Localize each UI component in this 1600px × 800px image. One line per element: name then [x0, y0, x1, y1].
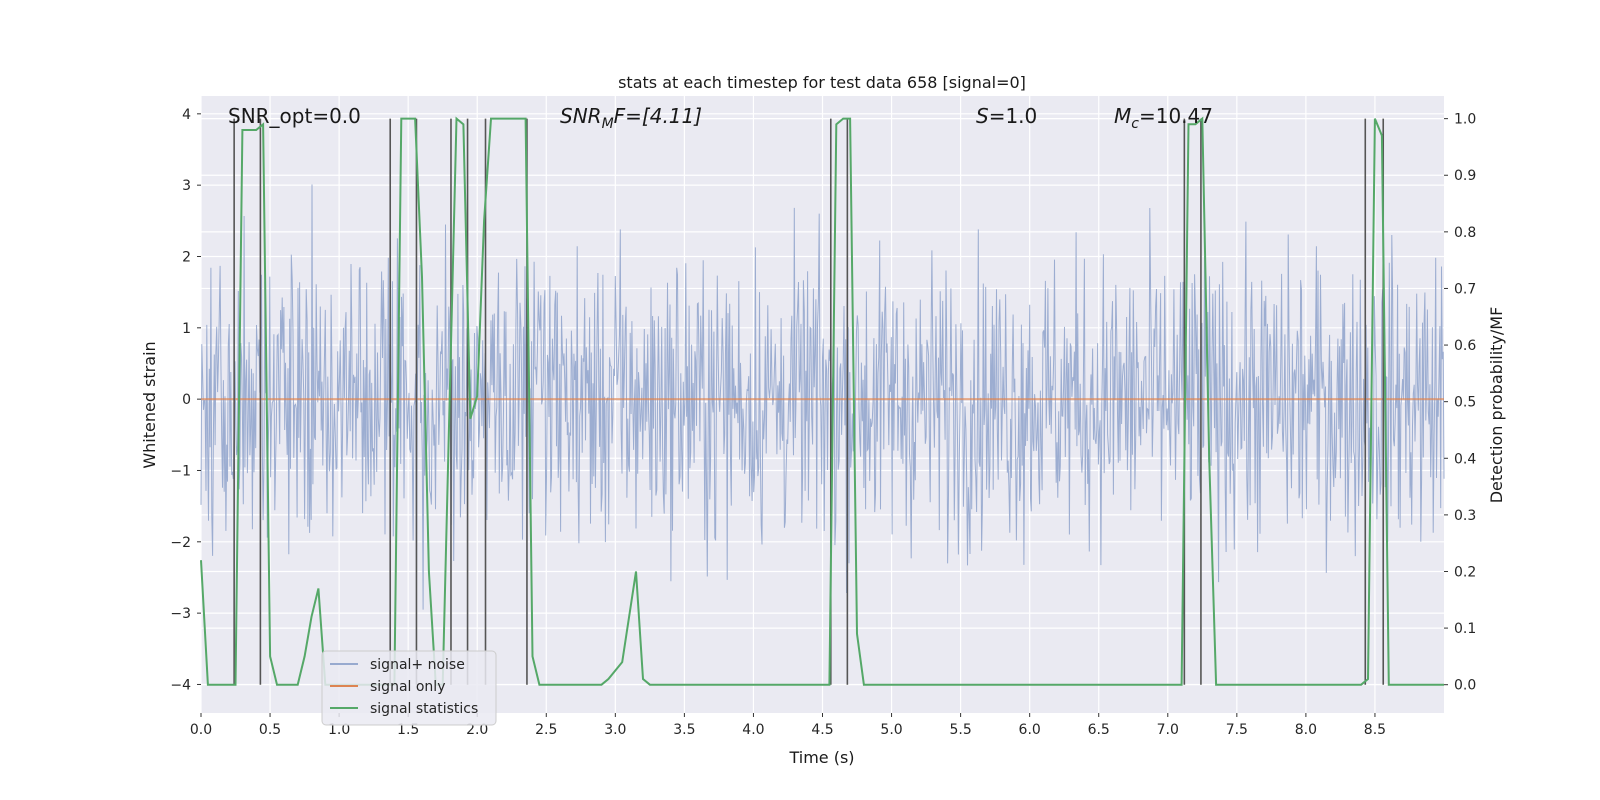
y-tick-label: 1 — [182, 321, 191, 337]
y2-axis-ticks: 1.0 0.9 0.8 0.7 0.6 0.5 0.4 0.3 0.2 0.1 0.0 — [1444, 112, 1476, 694]
x-tick-label: 7.0 — [1157, 722, 1179, 738]
x-tick-label: 3.0 — [604, 722, 626, 738]
x-tick-label: 4.5 — [811, 722, 833, 738]
x-tick-label: 2.5 — [535, 722, 557, 738]
legend-label-signal-statistics: signal statistics — [370, 701, 478, 717]
y2-tick-label: 0.7 — [1454, 281, 1476, 297]
legend-label-signal-noise: signal+ noise — [370, 657, 465, 673]
y2-tick-label: 0.4 — [1454, 451, 1476, 467]
noise-trace — [200, 184, 1445, 610]
y-tick-label: 3 — [182, 178, 191, 194]
x-tick-label: 0.0 — [190, 722, 212, 738]
x-tick-label: 2.0 — [466, 722, 488, 738]
x-tick-label: 1.5 — [397, 722, 419, 738]
y2-tick-label: 0.8 — [1454, 225, 1476, 241]
y2-tick-label: 1.0 — [1454, 112, 1476, 128]
x-axis-label: Time (s) — [788, 748, 854, 767]
y-tick-label: 0 — [182, 392, 191, 408]
chart-title: stats at each timestep for test data 658… — [618, 73, 1026, 92]
x-tick-label: 0.5 — [259, 722, 281, 738]
y2-tick-label: 0.5 — [1454, 395, 1476, 411]
annotation-snr-mf: SNRMF=[4.11] — [560, 104, 702, 132]
y2-tick-label: 0.3 — [1454, 508, 1476, 524]
series-signal-noise — [200, 184, 1445, 610]
x-axis-ticks: 0.0 0.5 1.0 1.5 2.0 2.5 3.0 3.5 4.0 4.5 5.0 5.5 6.0 6… — [190, 713, 1386, 738]
y2-tick-label: 0.9 — [1454, 168, 1476, 184]
x-tick-label: 1.0 — [328, 722, 350, 738]
x-tick-label: 5.0 — [880, 722, 902, 738]
y2-tick-label: 0.2 — [1454, 564, 1476, 580]
series-signal-statistics — [200, 116, 1444, 686]
x-tick-label: 7.5 — [1226, 722, 1248, 738]
x-tick-label: 8.5 — [1364, 722, 1386, 738]
y2-tick-label: 0.6 — [1454, 338, 1476, 354]
y-tick-label: −3 — [170, 606, 191, 622]
annotation-s: S=1.0 — [976, 104, 1037, 128]
x-tick-label: 3.5 — [673, 722, 695, 738]
legend-label-signal-only: signal only — [370, 679, 445, 695]
x-tick-label: 4.0 — [742, 722, 764, 738]
x-tick-label: 6.5 — [1088, 722, 1110, 738]
signal-statistics-line — [200, 116, 1444, 686]
x-tick-label: 6.0 — [1019, 722, 1041, 738]
annotation-mc: Mc=10.47 — [1114, 104, 1213, 132]
annotation-snr-opt: SNR_opt=0.0 — [228, 104, 361, 128]
y2-tick-label: 0.1 — [1454, 621, 1476, 637]
x-tick-label: 5.5 — [949, 722, 971, 738]
y2-axis-label: Detection probability/MF — [1487, 307, 1506, 504]
y2-tick-label: 0.0 — [1454, 678, 1476, 694]
legend-box — [321, 650, 497, 726]
y-tick-label: −1 — [170, 463, 191, 479]
y-tick-label: −4 — [170, 677, 191, 693]
y-tick-label: −2 — [170, 535, 191, 551]
x-tick-label: 8.0 — [1295, 722, 1317, 738]
legend: signal+ noise signal only signal statist… — [321, 650, 497, 726]
y-tick-label: 4 — [182, 107, 191, 123]
y-axis-ticks: 4 3 2 1 0 −1 −2 −3 −4 — [170, 107, 201, 693]
y-axis-label: Whitened strain — [140, 341, 159, 468]
y-tick-label: 2 — [182, 249, 191, 265]
